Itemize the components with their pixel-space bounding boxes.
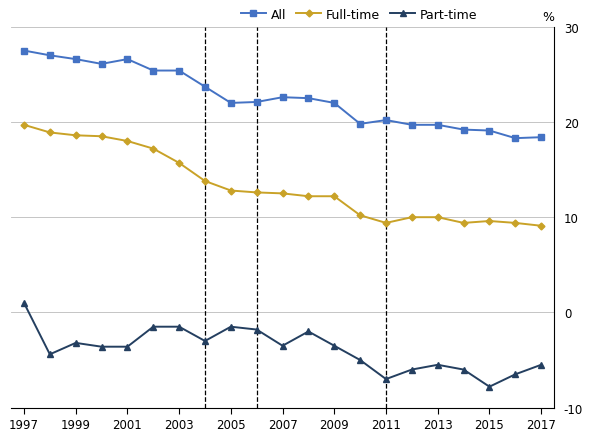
- Part-time: [279, 343, 286, 349]
- Full-time: [305, 194, 312, 199]
- All: [356, 122, 363, 127]
- Part-time: [21, 300, 28, 306]
- Full-time: [486, 219, 493, 224]
- All: [460, 127, 467, 133]
- Full-time: [460, 221, 467, 226]
- All: [537, 135, 545, 141]
- Legend: All, Full-time, Part-time: All, Full-time, Part-time: [235, 4, 483, 26]
- All: [434, 123, 441, 128]
- Part-time: [253, 327, 260, 332]
- Part-time: [72, 340, 79, 346]
- Line: All: All: [21, 49, 544, 141]
- Part-time: [512, 372, 519, 377]
- Full-time: [150, 147, 157, 152]
- All: [305, 96, 312, 102]
- Line: Full-time: Full-time: [22, 123, 543, 229]
- Part-time: [460, 367, 467, 372]
- Part-time: [434, 362, 441, 367]
- Part-time: [382, 377, 389, 382]
- All: [279, 95, 286, 101]
- Full-time: [331, 194, 338, 199]
- All: [331, 101, 338, 106]
- Part-time: [176, 324, 183, 329]
- Full-time: [46, 131, 53, 136]
- All: [227, 101, 234, 106]
- Part-time: [46, 352, 53, 357]
- Full-time: [356, 213, 363, 219]
- Full-time: [21, 123, 28, 128]
- All: [253, 100, 260, 106]
- Full-time: [227, 188, 234, 194]
- All: [98, 62, 105, 67]
- All: [72, 57, 79, 63]
- Full-time: [537, 224, 545, 229]
- Part-time: [124, 344, 131, 350]
- Full-time: [279, 191, 286, 197]
- Full-time: [434, 215, 441, 220]
- Full-time: [512, 221, 519, 226]
- Full-time: [72, 133, 79, 138]
- All: [382, 118, 389, 124]
- Full-time: [253, 191, 260, 196]
- All: [512, 136, 519, 141]
- Full-time: [382, 221, 389, 226]
- Part-time: [486, 384, 493, 389]
- Full-time: [98, 134, 105, 140]
- Part-time: [537, 362, 545, 367]
- Part-time: [305, 329, 312, 334]
- All: [150, 69, 157, 74]
- Full-time: [408, 215, 415, 220]
- Line: Part-time: Part-time: [21, 300, 544, 389]
- All: [21, 49, 28, 54]
- Part-time: [150, 324, 157, 329]
- Full-time: [201, 179, 208, 184]
- All: [124, 57, 131, 63]
- Part-time: [98, 344, 105, 350]
- All: [46, 53, 53, 59]
- Part-time: [356, 357, 363, 363]
- Part-time: [408, 367, 415, 372]
- Part-time: [331, 343, 338, 349]
- Part-time: [227, 324, 234, 329]
- All: [408, 123, 415, 128]
- Text: %: %: [542, 11, 554, 24]
- All: [201, 85, 208, 90]
- Full-time: [176, 161, 183, 166]
- All: [486, 129, 493, 134]
- All: [176, 69, 183, 74]
- Part-time: [201, 339, 208, 344]
- Full-time: [124, 139, 131, 144]
